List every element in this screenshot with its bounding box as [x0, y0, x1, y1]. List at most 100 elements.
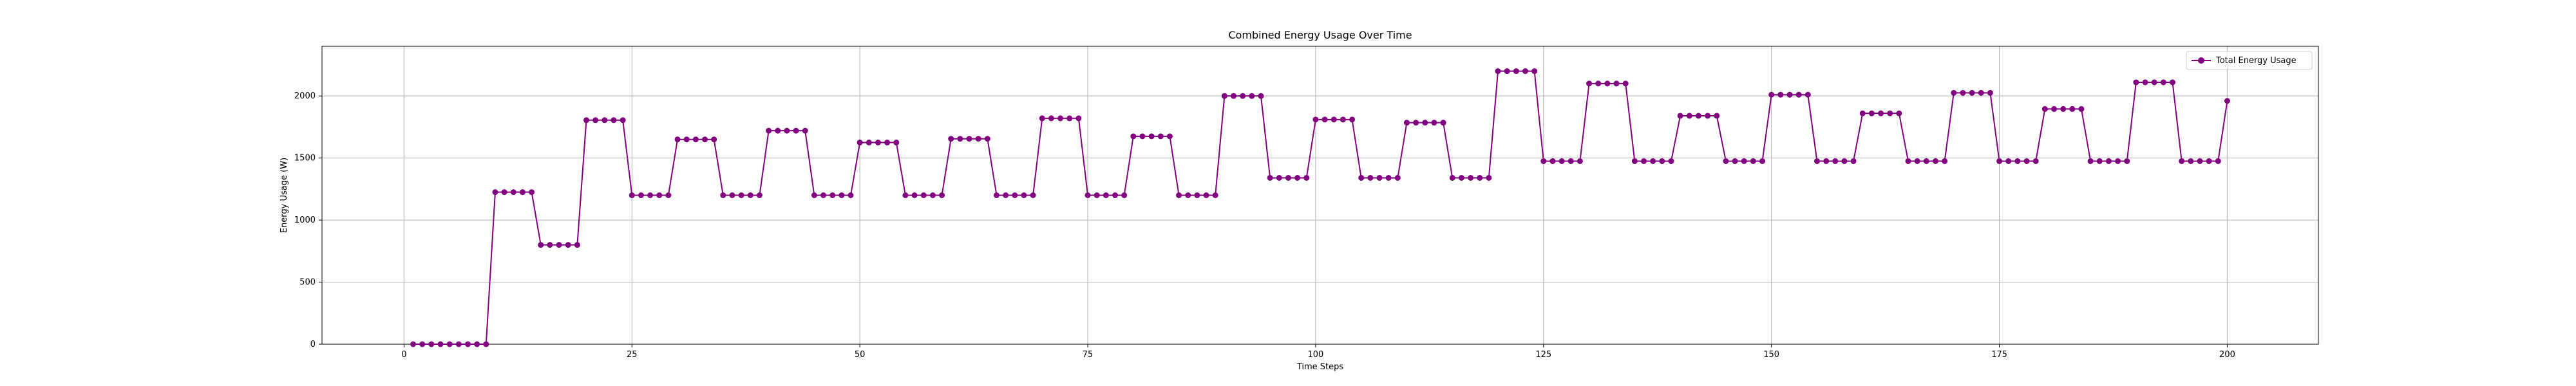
- data-point: [911, 192, 918, 198]
- data-point: [1075, 115, 1082, 122]
- data-point: [1613, 80, 1620, 87]
- data-point: [1185, 192, 1191, 198]
- x-tick-label: 50: [855, 350, 866, 360]
- data-point: [629, 192, 635, 198]
- data-point: [510, 189, 516, 196]
- data-point: [1012, 192, 1018, 198]
- data-point: [2160, 79, 2166, 86]
- x-tick-label: 75: [1083, 350, 1094, 360]
- data-point: [464, 341, 471, 347]
- data-point: [446, 341, 453, 347]
- data-point: [410, 341, 417, 347]
- x-tick-label: 25: [627, 350, 638, 360]
- data-point: [547, 242, 553, 248]
- y-tick-label: 500: [299, 278, 316, 288]
- data-point: [1841, 158, 1848, 164]
- data-point: [529, 189, 535, 196]
- data-point: [747, 192, 753, 198]
- data-point: [1659, 158, 1665, 164]
- data-point: [1786, 91, 1793, 98]
- data-point: [929, 192, 936, 198]
- data-point: [1066, 115, 1073, 122]
- data-point: [483, 341, 489, 347]
- data-point: [1112, 192, 1119, 198]
- data-point: [2023, 158, 2030, 164]
- data-point: [1504, 68, 1510, 75]
- data-point: [1522, 68, 1528, 75]
- data-point: [1896, 110, 1902, 116]
- data-point: [1003, 192, 1009, 198]
- data-point: [1121, 192, 1128, 198]
- data-point: [793, 127, 799, 134]
- data-point: [2215, 158, 2221, 164]
- data-point: [1495, 68, 1501, 75]
- y-tick-label: 1500: [294, 154, 316, 163]
- data-point: [674, 136, 681, 143]
- data-point: [1577, 158, 1583, 164]
- data-point: [519, 189, 526, 196]
- data-point: [875, 140, 881, 146]
- series-layer: [410, 68, 2230, 347]
- data-point: [1951, 89, 1957, 96]
- data-point: [820, 192, 827, 198]
- data-point: [1942, 158, 1948, 164]
- data-point: [984, 136, 990, 142]
- data-point: [647, 192, 654, 198]
- data-point: [1194, 192, 1200, 198]
- data-point: [784, 127, 790, 134]
- legend: Total Energy Usage: [2186, 51, 2313, 70]
- data-point: [1258, 93, 1264, 99]
- data-point: [1567, 158, 1574, 164]
- data-point: [437, 341, 444, 347]
- data-point: [1403, 120, 1410, 126]
- legend-marker-swatch: [2198, 57, 2204, 64]
- data-point: [1367, 174, 1374, 181]
- data-point: [1139, 133, 1146, 140]
- data-point: [592, 117, 599, 124]
- data-point: [848, 192, 854, 198]
- data-point: [939, 192, 945, 198]
- data-point: [720, 192, 726, 198]
- data-point: [1449, 174, 1455, 181]
- data-point: [893, 140, 900, 146]
- data-point: [1231, 93, 1237, 99]
- data-point: [1595, 80, 1602, 87]
- data-point: [1777, 91, 1784, 98]
- data-point: [1759, 158, 1766, 164]
- data-point: [1349, 116, 1356, 123]
- data-point: [775, 127, 781, 134]
- data-point: [1878, 110, 1884, 116]
- data-point: [1057, 115, 1064, 122]
- data-point: [2206, 158, 2212, 164]
- data-point: [1477, 174, 1483, 181]
- data-point: [1622, 80, 1629, 87]
- data-point: [1276, 174, 1282, 181]
- data-point: [1960, 89, 1966, 96]
- legend-box: [2186, 51, 2313, 70]
- data-point: [975, 136, 981, 142]
- data-point: [419, 341, 426, 347]
- data-point: [1340, 116, 1346, 123]
- data-point: [1905, 158, 1911, 164]
- data-point: [574, 242, 580, 248]
- x-tick-label: 175: [1991, 350, 2007, 360]
- data-point: [455, 341, 462, 347]
- data-point: [802, 127, 808, 134]
- data-point: [1887, 110, 1893, 116]
- data-point: [1868, 110, 1875, 116]
- data-point: [556, 242, 562, 248]
- x-tick-label: 200: [2219, 350, 2235, 360]
- data-point: [1458, 174, 1464, 181]
- data-point: [756, 192, 762, 198]
- data-point: [1832, 158, 1839, 164]
- data-point: [711, 136, 717, 143]
- data-point: [620, 117, 626, 124]
- data-point: [2105, 158, 2112, 164]
- data-point: [811, 192, 817, 198]
- data-point: [1695, 113, 1701, 119]
- data-point: [957, 136, 963, 142]
- data-point: [1166, 133, 1173, 140]
- data-point: [1914, 158, 1920, 164]
- data-point: [1312, 116, 1319, 123]
